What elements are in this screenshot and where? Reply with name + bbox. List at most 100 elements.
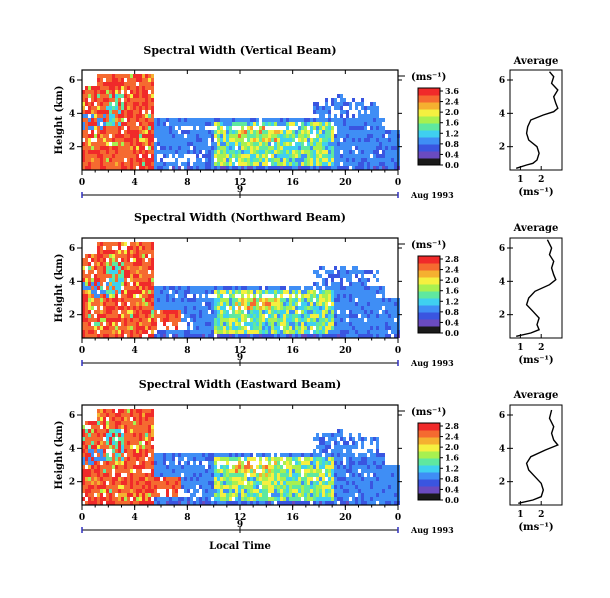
heatmap-cell	[352, 314, 355, 318]
heatmap-cell	[358, 437, 361, 441]
heatmap-cell	[91, 282, 94, 286]
heatmap-cell	[277, 134, 280, 138]
heatmap-cell	[193, 477, 196, 481]
heatmap-cell	[301, 306, 304, 310]
heatmap-cell	[352, 489, 355, 493]
heatmap-cell	[274, 158, 277, 162]
heatmap-cell	[118, 477, 121, 481]
heatmap-cell	[319, 441, 322, 445]
heatmap-cell	[358, 130, 361, 134]
heatmap-cell	[193, 330, 196, 334]
heatmap-cell	[97, 461, 100, 465]
heatmap-cell	[286, 322, 289, 326]
heatmap-cell	[151, 266, 154, 270]
heatmap-cell	[307, 477, 310, 481]
heatmap-cell	[82, 266, 85, 270]
heatmap-cell	[283, 290, 286, 294]
heatmap-cell	[394, 469, 397, 473]
heatmap-cell	[85, 142, 88, 146]
heatmap-cell	[331, 481, 334, 485]
heatmap-cell	[133, 429, 136, 433]
heatmap-cell	[235, 481, 238, 485]
heatmap-cell	[157, 166, 160, 170]
heatmap-cell	[181, 298, 184, 302]
heatmap-cell	[355, 457, 358, 461]
heatmap-cell	[271, 326, 274, 330]
heatmap-cell	[238, 118, 241, 122]
heatmap-cell	[118, 266, 121, 270]
heatmap-cell	[145, 262, 148, 266]
heatmap-cell	[325, 497, 328, 501]
heatmap-cell	[385, 166, 388, 170]
heatmap-cell	[127, 437, 130, 441]
heatmap-cell	[253, 306, 256, 310]
heatmap-cell	[256, 334, 259, 338]
heatmap-cell	[139, 493, 142, 497]
heatmap-cell	[160, 497, 163, 501]
heatmap-cell	[376, 118, 379, 122]
heatmap-cell	[127, 98, 130, 102]
heatmap-cell	[100, 302, 103, 306]
heatmap-cell	[124, 290, 127, 294]
heatmap-cell	[226, 150, 229, 154]
heatmap-cell	[85, 294, 88, 298]
heatmap-cell	[175, 497, 178, 501]
heatmap-cell	[277, 457, 280, 461]
heatmap-cell	[82, 306, 85, 310]
heatmap-cell	[106, 489, 109, 493]
heatmap-cell	[145, 102, 148, 106]
heatmap-cell	[382, 166, 385, 170]
colorbar-unit: (ms⁻¹)	[411, 407, 446, 418]
heatmap-cell	[358, 290, 361, 294]
heatmap-cell	[103, 270, 106, 274]
heatmap-cell	[133, 465, 136, 469]
heatmap-cell	[373, 326, 376, 330]
heatmap-cell	[133, 453, 136, 457]
heatmap-cell	[181, 150, 184, 154]
heatmap-cell	[91, 270, 94, 274]
heatmap-cell	[235, 501, 238, 505]
heatmap-cell	[166, 130, 169, 134]
heatmap-cell	[130, 102, 133, 106]
heatmap-cell	[139, 162, 142, 166]
heatmap-cell	[289, 457, 292, 461]
heatmap-cell	[106, 154, 109, 158]
heatmap-cell	[385, 497, 388, 501]
heatmap-cell	[220, 306, 223, 310]
heatmap-cell	[154, 134, 157, 138]
heatmap-cell	[124, 74, 127, 78]
heatmap-cell	[82, 449, 85, 453]
heatmap-cell	[349, 102, 352, 106]
heatmap-cell	[325, 122, 328, 126]
heatmap-cell	[286, 150, 289, 154]
heatmap-cell	[385, 465, 388, 469]
heatmap-cell	[160, 290, 163, 294]
heatmap-cell	[199, 166, 202, 170]
heatmap-cell	[316, 154, 319, 158]
heatmap-cell	[190, 306, 193, 310]
heatmap-cell	[142, 501, 145, 505]
heatmap-cell	[136, 314, 139, 318]
heatmap-cell	[322, 433, 325, 437]
heatmap-cell	[88, 122, 91, 126]
heatmap-cell	[244, 146, 247, 150]
heatmap-cell	[127, 465, 130, 469]
heatmap-cell	[265, 142, 268, 146]
heatmap-cell	[313, 489, 316, 493]
heatmap-cell	[373, 437, 376, 441]
heatmap-cell	[358, 162, 361, 166]
heatmap-cell	[112, 282, 115, 286]
heatmap-cell	[103, 90, 106, 94]
heatmap-cell	[367, 166, 370, 170]
heatmap-cell	[178, 306, 181, 310]
heatmap-cell	[121, 106, 124, 110]
heatmap-cell	[121, 94, 124, 98]
heatmap-cell	[268, 465, 271, 469]
heatmap-cell	[340, 142, 343, 146]
heatmap-cell	[358, 278, 361, 282]
heatmap-cell	[121, 102, 124, 106]
heatmap-cell	[361, 477, 364, 481]
heatmap-cell	[268, 166, 271, 170]
heatmap-cell	[373, 126, 376, 130]
heatmap-cell	[190, 497, 193, 501]
